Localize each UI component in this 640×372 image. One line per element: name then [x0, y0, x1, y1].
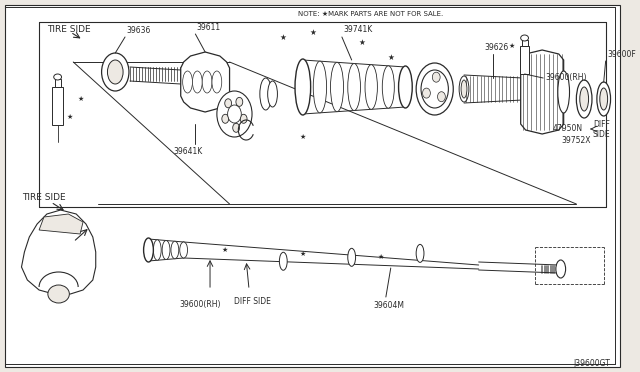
Ellipse shape — [421, 70, 449, 108]
Ellipse shape — [438, 92, 445, 102]
Ellipse shape — [145, 239, 152, 261]
FancyBboxPatch shape — [5, 5, 620, 367]
Ellipse shape — [296, 60, 310, 114]
Text: ★: ★ — [300, 251, 306, 257]
Ellipse shape — [461, 80, 467, 98]
Text: 39626: 39626 — [484, 43, 509, 52]
Text: 39604M: 39604M — [373, 301, 404, 310]
Text: ★: ★ — [509, 43, 515, 49]
Ellipse shape — [577, 80, 592, 118]
Ellipse shape — [365, 65, 378, 109]
Ellipse shape — [228, 105, 241, 123]
Text: ★: ★ — [378, 254, 384, 260]
Ellipse shape — [240, 114, 247, 123]
Text: 39641K: 39641K — [174, 147, 203, 156]
Ellipse shape — [399, 67, 412, 107]
Ellipse shape — [558, 71, 570, 113]
Text: TIRE SIDE: TIRE SIDE — [47, 25, 90, 33]
FancyBboxPatch shape — [52, 87, 63, 125]
Polygon shape — [22, 210, 96, 294]
FancyBboxPatch shape — [54, 79, 61, 87]
Ellipse shape — [597, 82, 611, 116]
Text: ★: ★ — [300, 134, 306, 140]
Ellipse shape — [399, 66, 412, 108]
Text: DIFF SIDE: DIFF SIDE — [234, 298, 271, 307]
Text: ★: ★ — [67, 114, 73, 120]
Text: 39600F: 39600F — [607, 50, 636, 59]
Ellipse shape — [433, 72, 440, 82]
Ellipse shape — [556, 260, 566, 278]
Ellipse shape — [382, 66, 394, 108]
Ellipse shape — [222, 114, 228, 123]
Polygon shape — [39, 214, 83, 234]
Ellipse shape — [521, 35, 529, 41]
Text: 39741K: 39741K — [344, 25, 373, 34]
Ellipse shape — [280, 252, 287, 270]
Text: ★: ★ — [280, 32, 287, 42]
Ellipse shape — [154, 240, 161, 260]
Ellipse shape — [217, 91, 252, 137]
Ellipse shape — [193, 71, 202, 93]
Text: ★: ★ — [221, 247, 228, 253]
Text: SIDE: SIDE — [593, 129, 611, 138]
Ellipse shape — [348, 64, 360, 110]
Text: ★: ★ — [358, 38, 365, 46]
Ellipse shape — [260, 78, 271, 110]
Polygon shape — [180, 52, 230, 112]
Ellipse shape — [212, 71, 221, 93]
Ellipse shape — [416, 63, 453, 115]
Ellipse shape — [182, 71, 193, 93]
Text: 39752X: 39752X — [562, 135, 591, 144]
Ellipse shape — [600, 88, 607, 110]
FancyBboxPatch shape — [520, 46, 529, 74]
Text: 47950N: 47950N — [553, 124, 583, 132]
Text: ★: ★ — [78, 96, 84, 102]
Ellipse shape — [108, 60, 123, 84]
Ellipse shape — [180, 242, 188, 258]
Text: 39611: 39611 — [196, 23, 220, 32]
Ellipse shape — [416, 244, 424, 262]
FancyBboxPatch shape — [522, 40, 527, 46]
Ellipse shape — [233, 123, 239, 132]
Ellipse shape — [54, 74, 61, 80]
Text: 39636: 39636 — [126, 26, 150, 35]
Ellipse shape — [330, 62, 344, 112]
Text: 39600(RH): 39600(RH) — [545, 73, 587, 81]
Text: ★: ★ — [387, 52, 394, 61]
Ellipse shape — [295, 59, 310, 115]
Ellipse shape — [313, 61, 326, 113]
Ellipse shape — [348, 248, 356, 266]
Ellipse shape — [171, 241, 179, 259]
Ellipse shape — [102, 53, 129, 91]
Text: ★: ★ — [309, 28, 316, 36]
Polygon shape — [521, 50, 564, 134]
Ellipse shape — [143, 238, 154, 262]
Ellipse shape — [162, 241, 170, 260]
Ellipse shape — [422, 88, 430, 98]
Ellipse shape — [236, 97, 243, 106]
Text: J39600GT: J39600GT — [573, 359, 611, 369]
Ellipse shape — [202, 71, 212, 93]
Ellipse shape — [459, 76, 469, 102]
Ellipse shape — [268, 81, 277, 107]
Ellipse shape — [48, 285, 69, 303]
Text: NOTE: ★MARK PARTS ARE NOT FOR SALE.: NOTE: ★MARK PARTS ARE NOT FOR SALE. — [298, 11, 443, 17]
Text: DIFF: DIFF — [593, 119, 610, 128]
Text: TIRE SIDE: TIRE SIDE — [22, 192, 66, 202]
Ellipse shape — [580, 87, 589, 111]
Ellipse shape — [225, 99, 232, 108]
Text: 39600(RH): 39600(RH) — [179, 299, 221, 308]
